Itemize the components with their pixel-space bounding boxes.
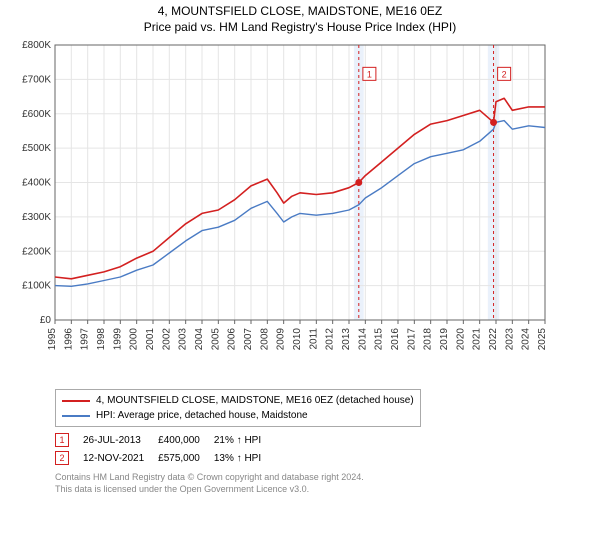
svg-text:2012: 2012 [325, 328, 336, 351]
sale-date: 26-JUL-2013 [83, 431, 158, 449]
svg-text:2017: 2017 [406, 328, 417, 351]
svg-text:2025: 2025 [537, 328, 548, 351]
svg-text:2008: 2008 [259, 328, 270, 351]
sale-price: £400,000 [158, 431, 214, 449]
svg-text:2005: 2005 [210, 328, 221, 351]
legend-label: HPI: Average price, detached house, Maid… [96, 408, 308, 423]
svg-text:2013: 2013 [341, 328, 352, 351]
svg-text:£200K: £200K [22, 246, 51, 257]
sale-row: 2 12-NOV-2021£575,00013% ↑ HPI [55, 449, 275, 467]
svg-text:2021: 2021 [472, 328, 483, 351]
svg-text:2016: 2016 [390, 328, 401, 351]
sale-date: 12-NOV-2021 [83, 449, 158, 467]
svg-text:1996: 1996 [63, 328, 74, 351]
sales-table: 1 26-JUL-2013£400,00021% ↑ HPI 2 12-NOV-202… [55, 431, 275, 467]
svg-text:2001: 2001 [145, 328, 156, 351]
svg-text:1: 1 [367, 69, 372, 79]
svg-text:£700K: £700K [22, 74, 51, 85]
svg-text:1998: 1998 [96, 328, 107, 351]
svg-text:2015: 2015 [374, 328, 385, 351]
svg-text:£400K: £400K [22, 178, 51, 189]
svg-text:2024: 2024 [521, 328, 532, 351]
sale-index-box: 2 [55, 451, 69, 465]
legend-row: HPI: Average price, detached house, Maid… [62, 408, 414, 423]
svg-text:1999: 1999 [112, 328, 123, 351]
svg-text:2006: 2006 [227, 328, 238, 351]
svg-text:£0: £0 [40, 315, 52, 326]
chart-title: 4, MOUNTSFIELD CLOSE, MAIDSTONE, ME16 0E… [10, 4, 590, 18]
svg-text:£600K: £600K [22, 109, 51, 120]
svg-text:2022: 2022 [488, 328, 499, 351]
sale-price: £575,000 [158, 449, 214, 467]
svg-text:2009: 2009 [276, 328, 287, 351]
legend-swatch [62, 415, 90, 417]
svg-text:1995: 1995 [47, 328, 58, 351]
legend-label: 4, MOUNTSFIELD CLOSE, MAIDSTONE, ME16 0E… [96, 393, 414, 408]
svg-text:1997: 1997 [80, 328, 91, 351]
legend-row: 4, MOUNTSFIELD CLOSE, MAIDSTONE, ME16 0E… [62, 393, 414, 408]
svg-text:2020: 2020 [455, 328, 466, 351]
svg-text:2004: 2004 [194, 328, 205, 351]
svg-text:2000: 2000 [129, 328, 140, 351]
svg-text:2023: 2023 [504, 328, 515, 351]
svg-text:2019: 2019 [439, 328, 450, 351]
svg-text:2002: 2002 [161, 328, 172, 351]
chart-legend: 4, MOUNTSFIELD CLOSE, MAIDSTONE, ME16 0E… [55, 389, 421, 427]
svg-text:2011: 2011 [308, 328, 319, 350]
price-line-chart: £0 £100K £200K £300K £400K £500K £600K £700K £80… [10, 40, 550, 380]
svg-text:2: 2 [502, 69, 507, 79]
svg-text:2014: 2014 [357, 328, 368, 351]
svg-text:2010: 2010 [292, 328, 303, 351]
footer-line-1: Contains HM Land Registry data © Crown c… [55, 471, 590, 483]
svg-text:£100K: £100K [22, 281, 51, 292]
svg-text:£500K: £500K [22, 143, 51, 154]
sale-index-box: 1 [55, 433, 69, 447]
svg-text:£300K: £300K [22, 212, 51, 223]
chart-subtitle: Price paid vs. HM Land Registry's House … [10, 20, 590, 34]
footer-attribution: Contains HM Land Registry data © Crown c… [55, 471, 590, 495]
legend-swatch [62, 400, 90, 402]
svg-text:2018: 2018 [423, 328, 434, 351]
sale-delta: 13% ↑ HPI [214, 449, 275, 467]
sale-delta: 21% ↑ HPI [214, 431, 275, 449]
svg-text:£800K: £800K [22, 40, 51, 51]
svg-text:2003: 2003 [178, 328, 189, 351]
svg-text:2007: 2007 [243, 328, 254, 351]
sale-row: 1 26-JUL-2013£400,00021% ↑ HPI [55, 431, 275, 449]
footer-line-2: This data is licensed under the Open Gov… [55, 483, 590, 495]
